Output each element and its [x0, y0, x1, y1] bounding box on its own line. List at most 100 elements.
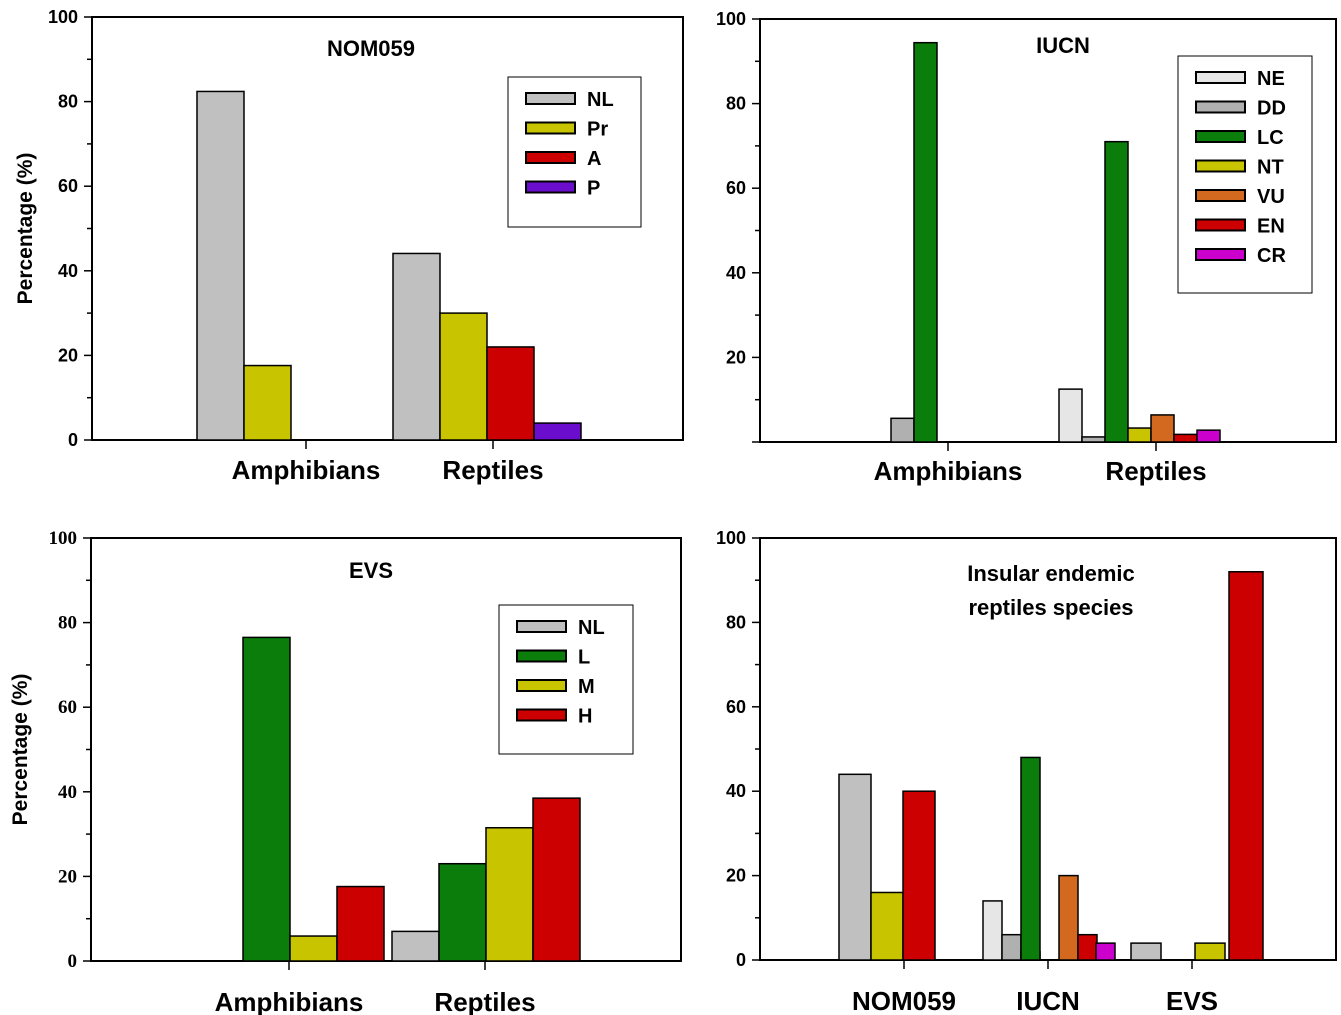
category-label: Amphibians: [232, 455, 381, 485]
legend-swatch: [1195, 159, 1246, 173]
y-tick-label: 80: [58, 92, 78, 112]
bar-l: [438, 862, 487, 962]
category-label: Amphibians: [215, 987, 364, 1015]
category-label: Reptiles: [434, 987, 535, 1015]
legend-swatch: [1195, 71, 1246, 84]
bar-a: [486, 346, 535, 441]
legend-label: EN: [1257, 216, 1285, 238]
y-tick-label: 20: [726, 866, 746, 886]
bar-h: [532, 797, 581, 962]
bar: [902, 790, 936, 961]
legend-label: NL: [587, 89, 614, 111]
bar-dd: [890, 417, 915, 443]
y-tick-label: 60: [726, 697, 746, 717]
y-tick-label: 100: [49, 528, 78, 549]
bar-l: [242, 636, 291, 962]
y-tick-label: 0: [736, 950, 746, 970]
y-tick-label: 60: [726, 178, 746, 198]
legend-label: H: [578, 706, 592, 728]
legend-label: Pr: [587, 119, 608, 141]
y-tick-label: 20: [58, 866, 77, 887]
bar-ne: [1058, 388, 1083, 443]
legend-swatch: [516, 649, 567, 663]
y-tick-label: 0: [68, 430, 78, 450]
legend-label: M: [578, 676, 595, 698]
bar-m: [289, 935, 338, 962]
chart-panel-2: 20 40 60 80 100 Amphibians Reptiles IUCN NE DD LC N…: [716, 9, 1337, 486]
bar: [1077, 933, 1098, 961]
y-tick-label: 100: [716, 528, 746, 548]
bar-vu: [1150, 414, 1175, 443]
legend-label: NT: [1257, 157, 1284, 179]
bar-dd: [1081, 436, 1106, 443]
bar-h: [336, 885, 385, 962]
bar: [838, 773, 872, 961]
y-tick-label: 100: [48, 7, 78, 27]
y-tick-label: 60: [58, 697, 77, 718]
chart-title: Insular endemic: [967, 561, 1135, 586]
legend-label: DD: [1257, 98, 1286, 120]
y-tick-label: 60: [58, 176, 78, 196]
category-label: Reptiles: [442, 455, 543, 485]
bar-m: [485, 827, 534, 962]
chart-panel-4: 0 20 40 60 80 100 NOM059 IUCN EVS Insular endemic…: [716, 528, 1337, 1015]
chart-title: IUCN: [1036, 33, 1090, 58]
legend-swatch: [1195, 100, 1246, 114]
y-tick-label: 80: [58, 613, 77, 634]
legend-label: NL: [578, 617, 605, 639]
bar: [1058, 874, 1079, 961]
y-axis-label: Percentage (%): [9, 674, 32, 826]
bar-en: [1173, 433, 1198, 443]
legend-label: LC: [1257, 127, 1284, 149]
bar: [1020, 756, 1041, 961]
chart-panel-3: 0 20 40 60 80 100 Amphibians Reptiles EVS Percent…: [9, 528, 682, 1015]
y-tick-label: 40: [726, 263, 746, 283]
bar: [1130, 942, 1162, 961]
legend-swatch: [516, 620, 567, 633]
legend-label: P: [587, 178, 600, 200]
bar: [1001, 933, 1022, 961]
category-label: IUCN: [1016, 986, 1080, 1015]
legend-swatch: [525, 92, 576, 105]
bar-nl: [391, 930, 440, 962]
y-tick-label: 80: [726, 94, 746, 114]
category-label: Amphibians: [874, 456, 1023, 486]
legend-label: L: [578, 647, 590, 669]
category-label: EVS: [1166, 986, 1218, 1015]
bar-nl: [196, 90, 245, 441]
category-label: Reptiles: [1105, 456, 1206, 486]
category-label: NOM059: [852, 986, 956, 1015]
bar-pr: [439, 312, 488, 441]
y-axis-label: Percentage (%): [14, 153, 37, 305]
chart-panel-1: 0 20 40 60 80 100 Amphibians Reptiles NOM059 Perc…: [14, 7, 684, 485]
y-tick-label: 40: [58, 261, 78, 281]
bar-nl: [392, 252, 441, 441]
legend-swatch: [525, 180, 576, 194]
y-tick-label: 20: [726, 347, 746, 367]
y-tick-label: 20: [58, 345, 78, 365]
bar-lc: [1104, 140, 1129, 443]
bar: [1228, 571, 1264, 961]
bar-lc: [913, 41, 938, 443]
bar: [982, 900, 1003, 961]
bar: [1194, 942, 1226, 961]
legend-swatch: [1195, 130, 1246, 143]
legend-label: CR: [1257, 245, 1286, 267]
legend-label: NE: [1257, 68, 1285, 90]
y-tick-label: 80: [726, 612, 746, 632]
legend-label: VU: [1257, 186, 1285, 208]
legend-swatch: [1195, 248, 1246, 261]
legend-swatch: [516, 708, 567, 722]
bar-pr: [243, 364, 292, 441]
bar-p: [533, 422, 582, 441]
legend-swatch: [1195, 218, 1246, 232]
legend-swatch: [525, 121, 576, 135]
bar-cr: [1196, 429, 1221, 443]
bar: [1095, 942, 1116, 961]
legend-swatch: [525, 151, 576, 164]
y-tick-label: 0: [68, 951, 78, 972]
chart-title-line2: reptiles species: [968, 595, 1133, 620]
chart-title: EVS: [349, 558, 393, 583]
y-tick-label: 100: [716, 9, 746, 29]
